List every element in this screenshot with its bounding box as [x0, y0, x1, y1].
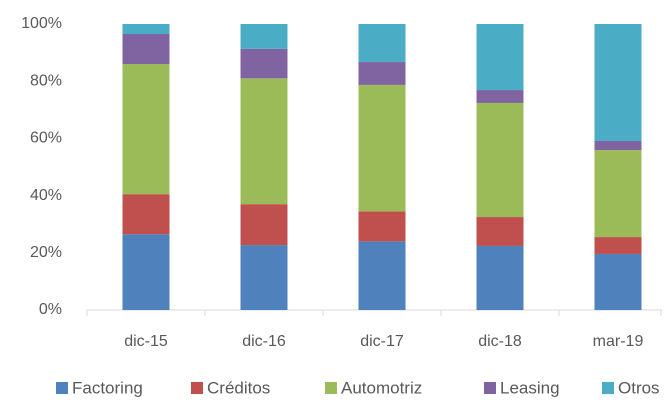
x-tick-label: dic-15 — [124, 333, 168, 350]
x-tick-label: dic-16 — [242, 333, 286, 350]
x-tick-label: dic-17 — [360, 333, 404, 350]
bar-segment — [122, 64, 170, 195]
legend-swatch — [191, 382, 203, 394]
bar-segment — [594, 253, 642, 310]
bar-segment — [594, 140, 642, 151]
y-tick-label: 0% — [39, 301, 62, 318]
bar-segment — [240, 48, 288, 79]
bar-segment — [594, 150, 642, 238]
bar-segment — [122, 24, 170, 35]
bar-segment — [240, 78, 288, 205]
legend-label: Leasing — [500, 378, 560, 397]
y-tick-label: 40% — [30, 187, 62, 204]
bar-segment — [240, 24, 288, 49]
bar-segment — [122, 234, 170, 310]
legend-label: Otros — [618, 378, 660, 397]
y-tick-label: 80% — [30, 72, 62, 89]
bar-segment — [594, 24, 642, 141]
y-tick-label: 100% — [21, 15, 62, 32]
legend-label: Créditos — [207, 378, 270, 397]
x-tick-label: mar-19 — [593, 333, 644, 350]
legend-swatch — [56, 382, 68, 394]
bar-segment — [240, 204, 288, 246]
bar-segment — [122, 194, 170, 235]
bar-segment — [358, 211, 406, 242]
bar-segment — [476, 245, 524, 310]
bar-segment — [358, 24, 406, 63]
y-tick-label: 60% — [30, 130, 62, 147]
legend-label: Factoring — [72, 378, 143, 397]
legend-swatch — [602, 382, 614, 394]
bar-segment — [358, 84, 406, 212]
legend-swatch — [484, 382, 496, 394]
bar-segment — [594, 237, 642, 254]
bar-segment — [122, 34, 170, 65]
y-tick-label: 20% — [30, 244, 62, 261]
bar-segment — [358, 241, 406, 310]
bar-segment — [476, 102, 524, 218]
bar-segment — [476, 24, 524, 91]
x-tick-label: dic-18 — [478, 333, 522, 350]
bar-segment — [358, 62, 406, 85]
legend-label: Automotriz — [341, 378, 422, 397]
legend-swatch — [325, 382, 337, 394]
bar-segment — [476, 217, 524, 246]
bar-segment — [240, 245, 288, 310]
bar-segment — [476, 90, 524, 103]
